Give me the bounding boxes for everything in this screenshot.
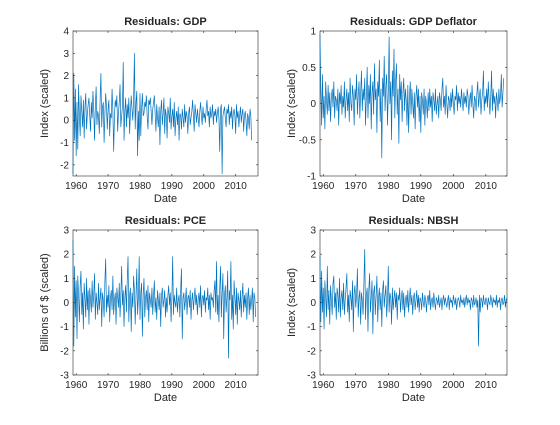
y-tick-label: -2 <box>307 346 316 357</box>
y-tick-label: 2 <box>63 71 69 82</box>
axes-box <box>72 229 259 376</box>
y-tick-label: 0 <box>310 99 316 110</box>
x-tick-label: 1980 <box>129 181 152 192</box>
y-axis-label: Index (scaled) <box>286 268 298 337</box>
y-tick-label: -0.5 <box>299 135 317 146</box>
x-tick-label: 2010 <box>475 380 498 391</box>
series-line-1 <box>319 34 505 159</box>
series-line-1 <box>72 52 252 175</box>
x-tick-label: 2010 <box>225 380 248 391</box>
x-tick-label: 2000 <box>442 181 465 192</box>
subplot-1: 1960 1970 1980 1990 2000 2010 -2 -1 0 1 2 3 4 Residua… <box>39 16 259 205</box>
y-tick-label: 0 <box>63 116 69 127</box>
chart-title: Residuals: NBSH <box>369 215 459 227</box>
x-tick-label: 1990 <box>161 181 184 192</box>
y-tick-label: 0.5 <box>302 63 316 74</box>
x-axis-label: Date <box>154 193 177 205</box>
y-tick-label: -3 <box>307 371 316 382</box>
series-line-1 <box>72 239 256 359</box>
y-tick-label: 1 <box>310 274 316 285</box>
subplot-4: 1960 1970 1980 1990 2000 2010 -3 -2 -1 0 1 2 3 Residu… <box>286 215 508 404</box>
x-tick-label: 2010 <box>225 181 248 192</box>
x-axis-label: Date <box>154 392 177 404</box>
y-tick-label: 0 <box>63 298 69 309</box>
subplot-3: 1960 1970 1980 1990 2000 2010 -3 -2 -1 0 1 2 3 Residu… <box>39 215 259 404</box>
chart-title: Residuals: GDP <box>124 16 207 28</box>
x-tick-label: 1970 <box>97 181 120 192</box>
x-axis-label: Date <box>402 392 425 404</box>
x-tick-label: 1980 <box>377 380 400 391</box>
x-tick-label: 1960 <box>65 181 88 192</box>
x-tick-label: 1970 <box>345 380 368 391</box>
y-tick-label: 1 <box>63 93 69 104</box>
x-tick-label: 1960 <box>312 380 335 391</box>
y-tick-label: 3 <box>63 49 69 60</box>
chart-title: Residuals: PCE <box>125 215 206 227</box>
y-tick-label: 1 <box>310 27 316 38</box>
y-tick-label: 2 <box>310 250 316 261</box>
x-tick-label: 2000 <box>193 380 216 391</box>
subplot-2: 1960 1970 1980 1990 2000 2010 -1 -0.5 0 0.5 1 Resid… <box>286 16 508 205</box>
y-tick-label: -2 <box>60 160 69 171</box>
y-tick-label: -1 <box>60 322 69 333</box>
y-tick-label: -2 <box>60 346 69 357</box>
y-tick-label: 2 <box>63 250 69 261</box>
x-tick-label: 1960 <box>312 181 335 192</box>
y-axis-label: Index (scaled) <box>286 69 298 138</box>
x-tick-label: 1990 <box>161 380 184 391</box>
y-axis-label: Billions of $ (scaled) <box>39 253 51 351</box>
x-tick-label: 1970 <box>345 181 368 192</box>
y-tick-label: 0 <box>310 298 316 309</box>
axes-box <box>72 30 259 177</box>
y-tick-label: -1 <box>60 138 69 149</box>
y-tick-label: 3 <box>63 226 69 237</box>
y-axis-label: Index (scaled) <box>39 69 51 138</box>
y-tick-label: -1 <box>307 322 316 333</box>
x-tick-label: 1990 <box>410 181 433 192</box>
x-tick-label: 1960 <box>65 380 88 391</box>
x-tick-label: 2000 <box>442 380 465 391</box>
x-tick-label: 1980 <box>129 380 152 391</box>
x-tick-label: 1970 <box>97 380 120 391</box>
y-tick-label: 3 <box>310 226 316 237</box>
y-tick-label: -1 <box>307 172 316 183</box>
x-tick-label: 2000 <box>193 181 216 192</box>
y-tick-label: 1 <box>63 274 69 285</box>
series-line-1 <box>319 248 508 347</box>
chart-title: Residuals: GDP Deflator <box>350 16 478 28</box>
x-axis-label: Date <box>402 193 425 205</box>
x-tick-label: 1980 <box>377 181 400 192</box>
y-tick-label: -3 <box>60 371 69 382</box>
x-tick-label: 1990 <box>410 380 433 391</box>
x-tick-label: 2010 <box>475 181 498 192</box>
y-tick-label: 4 <box>63 27 69 38</box>
